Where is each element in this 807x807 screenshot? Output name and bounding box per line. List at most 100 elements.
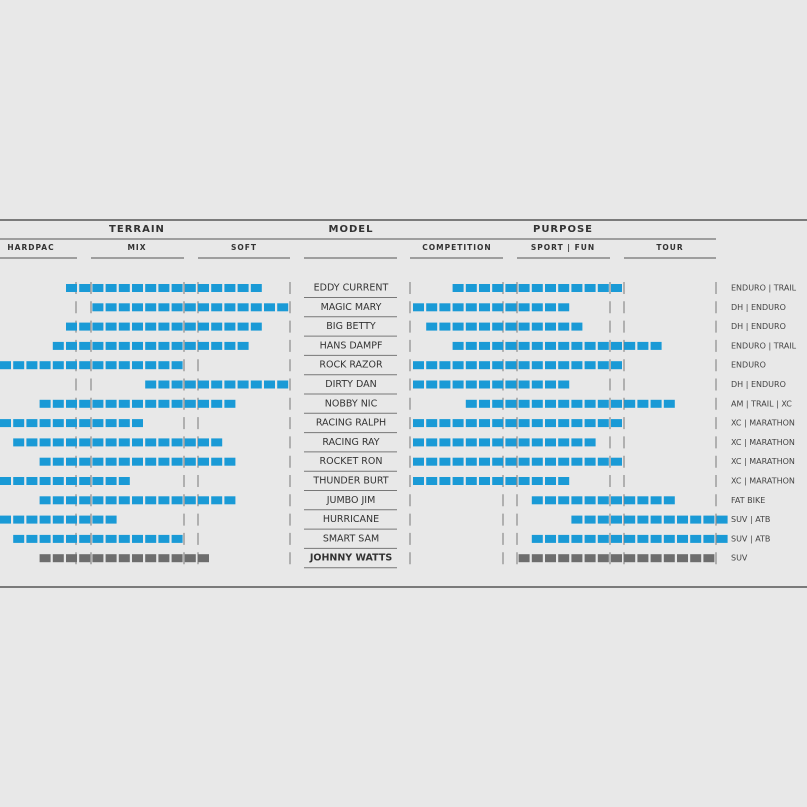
terrain-block — [105, 477, 117, 485]
terrain-block — [92, 341, 104, 350]
purpose-block — [413, 380, 424, 389]
terrain-block — [105, 399, 117, 408]
terrain-block — [105, 361, 117, 370]
purpose-block — [505, 341, 517, 350]
purpose-block — [558, 477, 570, 485]
terrain-block — [211, 284, 223, 292]
terrain-block — [118, 534, 130, 543]
purpose-block — [531, 457, 543, 466]
terrain-block — [158, 341, 170, 350]
purpose-block — [465, 477, 477, 485]
terrain-block — [211, 341, 223, 350]
terrain-block — [198, 322, 209, 331]
terrain-block — [132, 496, 143, 505]
purpose-block — [597, 457, 609, 466]
purpose-block — [637, 534, 649, 543]
terrain-block — [211, 399, 223, 408]
terrain-block — [158, 284, 170, 292]
terrain-block — [0, 515, 11, 524]
use-label: SUV | ATB — [731, 515, 770, 524]
terrain-block — [79, 477, 91, 485]
purpose-block — [677, 515, 688, 524]
terrain-block — [198, 554, 209, 563]
terrain-block — [118, 438, 130, 447]
terrain-block — [224, 380, 236, 389]
terrain-block — [198, 341, 209, 350]
header: TERRAIN — [109, 224, 165, 235]
purpose-block — [663, 554, 675, 563]
purpose-block — [584, 284, 596, 292]
model-name: RACING RAY — [322, 437, 379, 448]
purpose-block — [465, 303, 477, 312]
terrain-block — [118, 477, 130, 485]
header: PURPOSE — [533, 224, 593, 235]
subheader: COMPETITION — [422, 243, 491, 252]
purpose-block — [518, 457, 530, 466]
terrain-block — [13, 438, 25, 447]
purpose-block — [439, 303, 451, 312]
terrain-block — [118, 284, 130, 292]
purpose-block — [531, 341, 543, 350]
terrain-block — [184, 496, 196, 505]
use-label: XC | MARATHON — [731, 438, 795, 447]
purpose-block — [571, 534, 583, 543]
purpose-block — [545, 284, 556, 292]
purpose-block — [479, 284, 490, 292]
purpose-block — [518, 341, 530, 350]
purpose-block — [663, 496, 675, 505]
terrain-block — [184, 554, 196, 563]
purpose-block — [452, 380, 464, 389]
purpose-block — [650, 534, 662, 543]
terrain-block — [198, 496, 209, 505]
terrain-block — [118, 341, 130, 350]
purpose-block — [531, 534, 543, 543]
purpose-block — [505, 303, 517, 312]
terrain-block — [66, 284, 77, 292]
terrain-block — [145, 438, 157, 447]
purpose-block — [426, 322, 438, 331]
terrain-block — [184, 341, 196, 350]
terrain-block — [79, 419, 91, 428]
purpose-block — [505, 284, 517, 292]
terrain-block — [171, 534, 183, 543]
purpose-block — [597, 284, 609, 292]
purpose-block — [518, 438, 530, 447]
terrain-block — [171, 322, 183, 331]
purpose-block — [571, 341, 583, 350]
purpose-block — [571, 496, 583, 505]
purpose-block — [426, 477, 438, 485]
terrain-block — [118, 457, 130, 466]
terrain-block — [39, 496, 51, 505]
purpose-block — [584, 496, 596, 505]
terrain-block — [92, 322, 104, 331]
terrain-block — [184, 322, 196, 331]
terrain-block — [79, 399, 91, 408]
terrain-block — [92, 554, 104, 563]
purpose-block — [492, 438, 504, 447]
purpose-block — [650, 554, 662, 563]
purpose-block — [465, 341, 477, 350]
terrain-block — [132, 457, 143, 466]
purpose-block — [611, 361, 622, 370]
purpose-block — [531, 284, 543, 292]
terrain-block — [92, 496, 104, 505]
purpose-block — [452, 457, 464, 466]
purpose-block — [703, 515, 715, 524]
terrain-block — [66, 341, 77, 350]
terrain-block — [92, 477, 104, 485]
terrain-block — [118, 419, 130, 428]
purpose-block — [571, 322, 583, 331]
terrain-block — [250, 303, 262, 312]
purpose-block — [531, 380, 543, 389]
terrain-block — [211, 303, 223, 312]
purpose-block — [413, 477, 424, 485]
terrain-block — [145, 399, 157, 408]
purpose-block — [465, 438, 477, 447]
terrain-block — [118, 303, 130, 312]
purpose-block — [611, 419, 622, 428]
purpose-block — [413, 419, 424, 428]
terrain-block — [145, 554, 157, 563]
terrain-block — [92, 457, 104, 466]
purpose-block — [545, 438, 556, 447]
purpose-block — [571, 284, 583, 292]
